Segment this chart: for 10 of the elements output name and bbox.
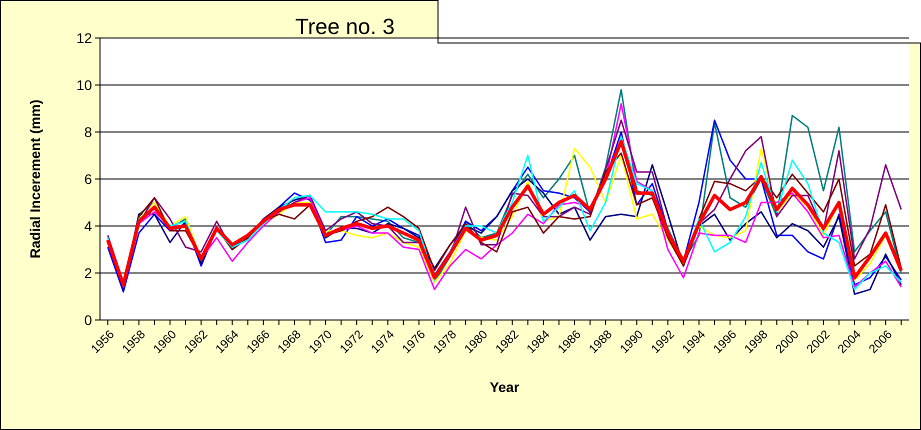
y-axis-title: Radial Incerement (mm) — [27, 100, 43, 258]
y-tick-label: 6 — [84, 170, 92, 187]
y-tick-label: 4 — [84, 218, 92, 234]
chart-title: Tree no. 3 — [295, 14, 395, 39]
y-tick-label: 0 — [84, 312, 92, 328]
y-tick-label: 12 — [76, 30, 92, 46]
y-tick-label: 2 — [84, 264, 92, 281]
y-tick-label: 10 — [76, 76, 92, 93]
x-axis-title: Year — [490, 379, 520, 395]
y-tick-label: 8 — [84, 124, 92, 140]
